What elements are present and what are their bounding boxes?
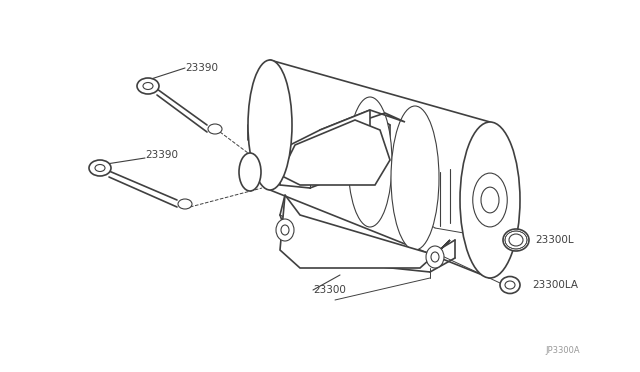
Ellipse shape <box>426 246 444 268</box>
Ellipse shape <box>473 173 508 227</box>
Text: 23300LA: 23300LA <box>532 280 578 290</box>
Ellipse shape <box>276 219 294 241</box>
Ellipse shape <box>178 199 192 209</box>
Ellipse shape <box>89 160 111 176</box>
Ellipse shape <box>505 281 515 289</box>
Ellipse shape <box>503 229 529 251</box>
Ellipse shape <box>239 153 261 191</box>
Ellipse shape <box>143 83 153 90</box>
Text: 23300L: 23300L <box>535 235 573 245</box>
Ellipse shape <box>391 106 439 250</box>
Polygon shape <box>248 60 292 190</box>
Polygon shape <box>270 110 370 155</box>
Polygon shape <box>280 120 390 185</box>
Ellipse shape <box>509 234 523 246</box>
Polygon shape <box>460 122 520 278</box>
Ellipse shape <box>281 225 289 235</box>
Ellipse shape <box>500 276 520 294</box>
Text: 23390: 23390 <box>145 150 178 160</box>
Ellipse shape <box>248 60 292 190</box>
Ellipse shape <box>481 187 499 213</box>
Text: 23390: 23390 <box>185 63 218 73</box>
Ellipse shape <box>208 124 222 134</box>
Text: JP3300A: JP3300A <box>545 346 580 355</box>
Polygon shape <box>320 110 405 135</box>
Ellipse shape <box>95 164 105 171</box>
Ellipse shape <box>460 122 520 278</box>
Ellipse shape <box>431 252 439 262</box>
Polygon shape <box>280 195 450 268</box>
Ellipse shape <box>348 97 392 227</box>
Text: 23300: 23300 <box>313 285 346 295</box>
Ellipse shape <box>137 78 159 94</box>
